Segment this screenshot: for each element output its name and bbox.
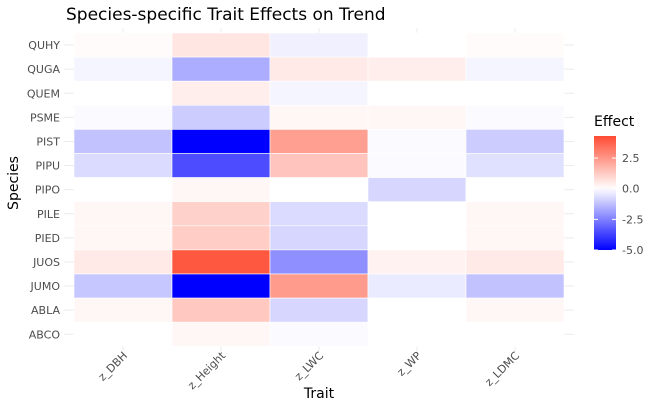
heatmap-cell-PILE-z_LDMC: [465, 201, 565, 227]
heatmap-cell-QUGA-z_DBH: [73, 56, 173, 82]
x-tick-label: z_LWC: [292, 349, 326, 383]
heatmap-cell-QUEM-z_LWC: [269, 80, 369, 106]
heatmap-cell-PIED-z_DBH: [73, 225, 173, 251]
heatmap-cell-QUGA-z_LDMC: [465, 56, 565, 82]
y-axis-title: Species: [6, 156, 22, 210]
heatmap-cell-PIST-z_DBH: [73, 129, 173, 154]
y-tick-label: PIST: [36, 135, 60, 148]
heatmap-cell-PILE-z_LWC: [269, 201, 369, 227]
legend: Effect 2.5 0.0 -2.5 -5.0: [594, 114, 643, 257]
legend-colorbar: [594, 136, 616, 250]
x-tick-label: z_Height: [185, 349, 228, 392]
heatmap-cell-PSME-z_Height: [171, 105, 271, 130]
x-tick-label: z_LDMC: [482, 349, 522, 389]
heatmap-cell-PIST-z_WP: [367, 129, 467, 154]
heatmap-cell-PIPU-z_LDMC: [465, 153, 565, 178]
heatmap-cell-PSME-z_WP: [367, 105, 467, 130]
heatmap-cell-JUOS-z_Height: [171, 249, 271, 275]
heatmap-cell-ABCO-z_DBH: [73, 321, 173, 347]
heatmap-cell-PSME-z_LDMC: [465, 105, 565, 130]
heatmap-cell-PIED-z_Height: [171, 225, 271, 251]
heatmap-cell-ABLA-z_Height: [171, 297, 271, 323]
y-tick-label: ABCO: [29, 328, 61, 341]
heatmap-cell-PIPO-z_LWC: [269, 177, 369, 203]
heatmap-cell-ABCO-z_WP: [367, 321, 467, 347]
y-tick-label: PILE: [37, 208, 60, 221]
y-tick-label: JUMO: [30, 280, 61, 293]
legend-ticks: 2.5 0.0 -2.5 -5.0: [594, 152, 643, 257]
heatmap-cell-QUHY-z_DBH: [73, 32, 173, 58]
heatmap-cell-PSME-z_DBH: [73, 105, 173, 130]
heatmap-cell-QUHY-z_LDMC: [465, 32, 565, 58]
y-tick-label: PIPU: [35, 160, 60, 173]
y-tick-label: QUHY: [28, 39, 60, 52]
heatmap-cell-JUMO-z_LWC: [269, 273, 369, 299]
heatmap-cell-PIST-z_LWC: [269, 129, 369, 154]
heatmap-cell-PIST-z_Height: [171, 129, 271, 154]
legend-tick-label: -2.5: [622, 213, 643, 226]
heatmap-cell-PILE-z_Height: [171, 201, 271, 227]
heatmap-cell-QUEM-z_LDMC: [465, 80, 565, 106]
y-tick-label: PSME: [30, 111, 60, 124]
heatmap-cell-ABCO-z_Height: [171, 321, 271, 347]
heatmap-cell-PILE-z_WP: [367, 201, 467, 227]
heatmap-cell-QUEM-z_Height: [171, 80, 271, 106]
heatmap-cell-JUOS-z_DBH: [73, 249, 173, 275]
heatmap-cell-JUMO-z_WP: [367, 273, 467, 299]
heatmap-cell-QUEM-z_WP: [367, 80, 467, 106]
heatmap-cell-QUHY-z_Height: [171, 32, 271, 58]
heatmap-cell-JUMO-z_LDMC: [465, 273, 565, 299]
heatmap-cell-PIST-z_LDMC: [465, 129, 565, 154]
heatmap-cell-JUMO-z_Height: [171, 273, 271, 299]
x-tick-label: z_DBH: [96, 349, 130, 383]
heatmap-cell-PIPO-z_DBH: [73, 177, 173, 203]
legend-tick-label: 0.0: [622, 183, 640, 196]
x-tick-label: z_WP: [395, 349, 425, 379]
heatmap-cell-ABLA-z_LWC: [269, 297, 369, 323]
heatmap-cell-QUGA-z_LWC: [269, 56, 369, 82]
heatmap-cell-PIPU-z_WP: [367, 153, 467, 178]
y-tick-label: PIPO: [35, 184, 61, 197]
heatmap-cell-PILE-z_DBH: [73, 201, 173, 227]
heatmap-cell-PIPU-z_Height: [171, 153, 271, 178]
heatmap-cell-ABLA-z_LDMC: [465, 297, 565, 323]
x-axis-title: Trait: [303, 386, 335, 402]
legend-tick-label: 2.5: [622, 152, 640, 165]
legend-title: Effect: [594, 114, 635, 130]
heatmap-cell-JUOS-z_WP: [367, 249, 467, 275]
heatmap-cell-ABLA-z_WP: [367, 297, 467, 323]
heatmap-cells: [73, 32, 565, 347]
heatmap-cell-PIED-z_LDMC: [465, 225, 565, 251]
heatmap-cell-ABCO-z_LWC: [269, 321, 369, 347]
heatmap-cell-ABLA-z_DBH: [73, 297, 173, 323]
heatmap-cell-ABCO-z_LDMC: [465, 321, 565, 347]
heatmap-cell-PIPU-z_LWC: [269, 153, 369, 178]
heatmap-cell-QUEM-z_DBH: [73, 80, 173, 106]
heatmap-cell-QUHY-z_WP: [367, 32, 467, 58]
y-tick-label: PIED: [35, 232, 60, 245]
y-tick-label: QUGA: [27, 63, 60, 76]
y-tick-label: ABLA: [31, 304, 60, 317]
heatmap-cell-QUHY-z_LWC: [269, 32, 369, 58]
heatmap-cell-PIED-z_LWC: [269, 225, 369, 251]
heatmap-cell-PIPO-z_Height: [171, 177, 271, 203]
heatmap-cell-JUOS-z_LDMC: [465, 249, 565, 275]
legend-tick-label: -5.0: [622, 244, 643, 257]
y-tick-label: QUEM: [27, 87, 60, 100]
y-axis-ticks: QUHY QUGA QUEM PSME PIST PIPU PIPO PILE PIED JUOS…: [27, 39, 61, 341]
heatmap-cell-JUMO-z_DBH: [73, 273, 173, 299]
y-tick-label: JUOS: [32, 256, 60, 269]
heatmap-cell-PIED-z_WP: [367, 225, 467, 251]
heatmap-cell-QUGA-z_WP: [367, 56, 467, 82]
heatmap-cell-PIPO-z_LDMC: [465, 177, 565, 203]
heatmap-cell-PIPO-z_WP: [367, 177, 467, 203]
chart-title: Species-specific Trait Effects on Trend: [66, 5, 386, 25]
heatmap-cell-JUOS-z_LWC: [269, 249, 369, 275]
heatmap-cell-QUGA-z_Height: [171, 56, 271, 82]
heatmap-cell-PIPU-z_DBH: [73, 153, 173, 178]
heatmap-cell-PSME-z_LWC: [269, 105, 369, 130]
